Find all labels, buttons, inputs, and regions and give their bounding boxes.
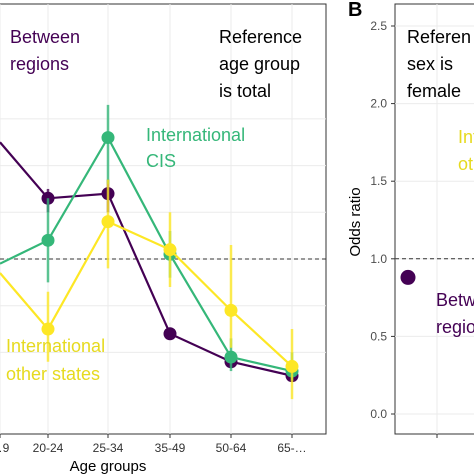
series-label-other-states-b: Int othe	[458, 127, 474, 174]
series-label-line-1: Betw	[436, 290, 474, 310]
series-line	[0, 141, 293, 377]
data-point	[41, 322, 55, 336]
x-tick-label: …9	[0, 441, 10, 455]
series-label-line-1: Int	[458, 127, 474, 147]
panel-a: …9 20-24 25-34 35-49 50-64 65-… Age groups Re…	[0, 3, 327, 474]
panel-b-label: B	[348, 0, 362, 21]
annotation-line-1: Referen	[407, 27, 471, 47]
annotation-line-3: female	[407, 81, 461, 101]
x-tick-label: 65-…	[277, 441, 306, 455]
series-label-line-2: CIS	[146, 151, 176, 171]
y-tick-label: 2.5	[370, 19, 387, 33]
panel-b-points	[400, 269, 416, 285]
series-label-international-other-states: International other states	[6, 336, 105, 384]
panel-b: B Odds ratio 0.0 0.5 1.0 1.5 2.0 2.5 Referen …	[347, 0, 474, 438]
data-point	[41, 233, 55, 247]
y-tick-label: 1.0	[370, 252, 387, 266]
series-line	[0, 135, 293, 373]
series-label-line-2: regions	[10, 54, 69, 74]
panel-b-annotation: Referen sex is female	[407, 27, 471, 101]
data-point	[224, 350, 238, 364]
data-point	[101, 215, 115, 229]
series-2	[0, 179, 299, 400]
annotation-line-2: age group	[219, 54, 300, 74]
panel-a-annotation: Reference age group is total	[219, 27, 302, 101]
series-label-line-2: othe	[458, 154, 474, 174]
annotation-line-3: is total	[219, 81, 271, 101]
panel-b-plot-area	[394, 3, 474, 435]
data-point	[285, 359, 299, 373]
data-point	[163, 243, 177, 257]
series-line	[0, 220, 293, 368]
data-point	[224, 303, 238, 317]
data-point	[400, 269, 416, 285]
y-tick-label: 0.0	[370, 407, 387, 421]
y-tick-label: 0.5	[370, 329, 387, 343]
series-label-between-regions-b: Betw regio	[436, 290, 474, 337]
series-label-line-1: International	[146, 125, 245, 145]
panel-b-y-ticks: 0.0 0.5 1.0 1.5 2.0 2.5	[370, 19, 395, 421]
x-tick-label: 20-24	[33, 441, 64, 455]
annotation-line-2: sex is	[407, 54, 453, 74]
panel-a-plot-area	[0, 3, 327, 435]
data-point	[101, 131, 115, 145]
y-tick-label: 2.0	[370, 97, 387, 111]
panel-b-y-axis-label: Odds ratio	[347, 187, 364, 256]
panel-a-x-axis-label: Age groups	[70, 458, 147, 474]
x-tick-label: 35-49	[155, 441, 186, 455]
y-tick-label: 1.5	[370, 174, 387, 188]
series-label-line-1: Between	[10, 27, 80, 47]
annotation-line-1: Reference	[219, 27, 302, 47]
series-label-line-2: other states	[6, 364, 100, 384]
x-tick-label: 50-64	[216, 441, 247, 455]
series-label-between-regions: Between regions	[10, 27, 80, 74]
series-label-line-2: regio	[436, 317, 474, 337]
panel-a-series	[0, 104, 299, 400]
x-tick-label: 25-34	[93, 441, 124, 455]
data-point	[163, 327, 177, 341]
series-label-international-cis: International CIS	[146, 125, 245, 171]
series-label-line-1: International	[6, 336, 105, 356]
panel-a-x-ticks: …9 20-24 25-34 35-49 50-64 65-…	[0, 434, 307, 455]
